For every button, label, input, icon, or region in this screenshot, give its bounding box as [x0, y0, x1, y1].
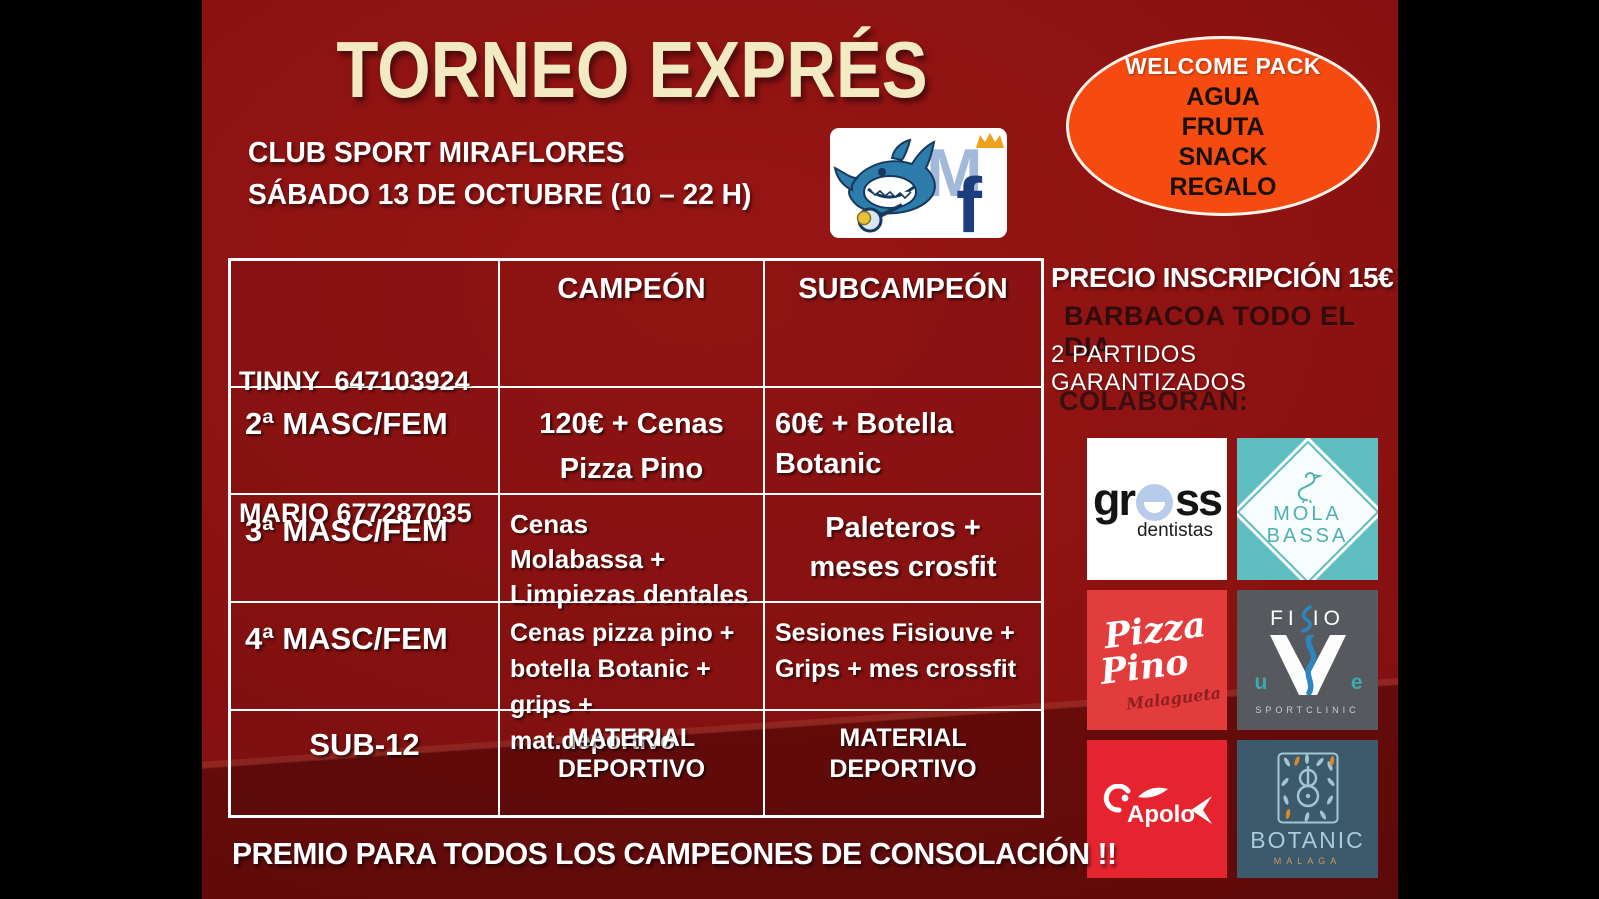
mola-line2: BASSA — [1266, 525, 1349, 547]
event-date: SÁBADO 13 DE OCTUBRE (10 – 22 H) — [248, 179, 752, 211]
welcome-pack-item: SNACK — [1178, 142, 1268, 171]
club-logo: M f — [830, 128, 1007, 249]
apolo-wordmark: Apolo — [1127, 801, 1195, 828]
table-cell-champion-prize: Cenas Molabassa + Limpiezas dentales — [499, 494, 764, 609]
sponsor-logo-botanic: BOTANIC MALAGA — [1237, 740, 1378, 878]
poster-background: TORNEO EXPRÉS CLUB SPORT MIRAFLORES SÁBA… — [202, 0, 1398, 899]
column-header-runner-up: SUBCAMPEÓN — [764, 260, 1042, 387]
contact-mario: MARIO 677287035 — [239, 498, 472, 528]
welcome-pack-item: AGUA — [1186, 82, 1260, 111]
sponsor-logo-grid: gr ss dentistas MOLA BASSA — [1087, 438, 1378, 878]
blue-s-curve-icon — [1301, 605, 1312, 633]
welcome-pack-item: REGALO — [1169, 172, 1277, 201]
fisio-letter-u: u — [1254, 671, 1268, 694]
column-header-champion: CAMPEÓN — [499, 260, 764, 387]
sponsor-logo-fisio-uve: FI IO u e SPORTCLINIC — [1237, 590, 1378, 730]
flamingo-icon — [1298, 472, 1324, 503]
fisio-text-end: IO — [1312, 607, 1345, 630]
fish-swoosh-icon: Apolo — [1103, 784, 1212, 828]
welcome-pack-title: WELCOME PACK — [1125, 52, 1321, 79]
prize-table: TINNY 647103924 MARIO 677287035 CAMPEÓN … — [228, 258, 1044, 818]
gross-subtitle: dentistas — [1136, 519, 1213, 541]
club-monogram-m: M — [926, 135, 983, 211]
botanic-wordmark: BOTANIC — [1250, 827, 1365, 853]
sponsor-logo-mola-bassa: MOLA BASSA — [1237, 438, 1378, 580]
sponsor-logo-gross: gr ss dentistas — [1087, 438, 1227, 580]
crown-icon — [976, 133, 1004, 148]
sponsor-logo-pizza-pino: Pizza Pino Malagueta — [1087, 590, 1227, 730]
welcome-pack-item: FRUTA — [1181, 112, 1265, 141]
table-cell-category: SUB-12 — [230, 710, 499, 816]
table-cell-contacts: TINNY 647103924 MARIO 677287035 — [230, 260, 499, 528]
gross-text-end: ss — [1174, 473, 1223, 525]
leaf-badge-monogram-icon — [1277, 752, 1338, 824]
table-cell-category: 4ª MASC/FEM — [230, 602, 499, 710]
mola-line1: MOLA — [1273, 503, 1342, 525]
table-cell-champion-prize: MATERIAL DEPORTIVO — [499, 710, 764, 816]
gross-wordmark: gr ss — [1092, 473, 1223, 525]
botanic-subtitle: MALAGA — [1273, 856, 1342, 866]
shark-mf-crown-icon: M f — [833, 133, 1004, 249]
shark-icon — [833, 138, 936, 233]
table-cell-runner-up-prize: MATERIAL DEPORTIVO — [764, 710, 1042, 816]
price-text: PRECIO INSCRIPCIÓN 15€ — [1051, 262, 1394, 293]
collaborators-label: COLABORAN: — [1059, 386, 1249, 416]
gross-text-start: gr — [1092, 473, 1136, 525]
table-cell-champion-prize: 120€ + Cenas Pizza Pino — [499, 387, 764, 494]
welcome-pack-badge: WELCOME PACK AGUA FRUTA SNACK REGALO — [1066, 36, 1380, 216]
table-cell-champion-prize: Cenas pizza pino + botella Botanic + gri… — [499, 602, 764, 755]
table-cell-category: 2ª MASC/FEM — [230, 387, 499, 494]
table-cell-category: 3ª MASC/FEM — [230, 494, 499, 602]
fisio-text-start: FI — [1270, 607, 1299, 630]
club-monogram-f: f — [956, 161, 983, 238]
sponsor-logo-apolo: Apolo — [1087, 740, 1227, 878]
poster-title: TORNEO EXPRÉS — [336, 25, 928, 114]
table-cell-runner-up-prize: 60€ + Botella Botanic — [764, 387, 1042, 494]
consolation-prize-text: PREMIO PARA TODOS LOS CAMPEONES DE CONSO… — [232, 836, 1117, 871]
v-letter-icon — [1269, 632, 1346, 696]
table-cell-runner-up-prize: Sesiones Fisiouve + Grips + mes crossfit — [764, 602, 1042, 710]
fisio-subtitle: SPORTCLINIC — [1255, 705, 1360, 715]
pizza-pino-wordmark: Pizza Pino — [1098, 604, 1212, 693]
barbecue-text: BARBACOA TODO EL DIA — [1064, 301, 1356, 362]
smiling-tooth-icon — [1135, 483, 1173, 521]
club-name: CLUB SPORT MIRAFLORES — [248, 137, 625, 169]
table-cell-runner-up-prize: Paleteros + meses crosfit — [764, 494, 1042, 602]
event-details: CLUB SPORT MIRAFLORES SÁBADO 13 DE OCTUB… — [248, 132, 751, 216]
contact-tinny: TINNY 647103924 — [239, 366, 470, 396]
guaranteed-matches-text: 2 PARTIDOS GARANTIZADOS — [1051, 341, 1247, 396]
fisio-letter-e: e — [1350, 671, 1363, 694]
